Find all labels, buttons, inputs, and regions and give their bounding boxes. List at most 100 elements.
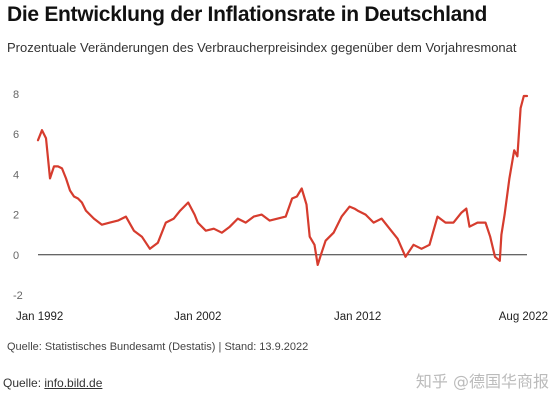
data-point <box>500 234 503 236</box>
data-point <box>194 214 196 216</box>
data-point <box>57 165 59 167</box>
data-point <box>141 236 143 238</box>
data-point <box>117 220 119 222</box>
data-point <box>320 254 322 256</box>
data-point <box>499 260 501 262</box>
data-point <box>125 216 127 218</box>
source-credit: Quelle: info.bild.de <box>3 376 102 390</box>
source-prefix: Quelle: <box>3 376 45 390</box>
data-point <box>460 211 463 214</box>
data-point <box>213 228 215 230</box>
data-point <box>269 220 271 222</box>
data-point <box>85 209 87 212</box>
data-point <box>73 195 75 198</box>
data-point <box>325 240 327 242</box>
data-point <box>388 228 391 230</box>
data-point <box>173 218 175 220</box>
data-point <box>187 201 189 204</box>
chart-title: Die Entwicklung der Inflationsrate in De… <box>7 3 488 26</box>
data-point <box>93 218 95 220</box>
data-point <box>291 197 293 200</box>
data-point <box>309 236 311 238</box>
data-point <box>237 218 239 220</box>
data-point <box>516 155 519 157</box>
data-point <box>61 167 63 169</box>
x-tick-label: Jan 2012 <box>334 311 381 323</box>
data-point <box>205 230 207 232</box>
data-point <box>65 177 67 180</box>
data-point <box>317 264 319 266</box>
data-point <box>245 222 247 224</box>
chart-subtitle: Prozentuale Veränderungen des Verbrauche… <box>7 40 517 55</box>
data-point <box>49 177 51 180</box>
data-point <box>333 232 335 234</box>
data-point <box>313 244 316 246</box>
data-point <box>380 218 383 220</box>
data-point <box>165 222 167 224</box>
data-point <box>520 107 522 109</box>
data-point <box>484 222 487 224</box>
data-point <box>489 236 491 238</box>
y-tick-label: 2 <box>13 210 19 222</box>
data-point <box>221 232 223 234</box>
data-point <box>109 222 111 224</box>
series-line <box>36 94 529 266</box>
source-link[interactable]: info.bild.de <box>44 376 103 390</box>
source-note: Quelle: Statistisches Bundesamt (Destati… <box>7 341 309 353</box>
data-point <box>465 207 467 210</box>
data-point <box>69 189 71 192</box>
y-tick-label: 4 <box>13 169 19 181</box>
data-point <box>412 244 415 246</box>
data-point <box>428 244 431 246</box>
data-point <box>261 214 263 216</box>
data-point <box>476 222 479 224</box>
data-point <box>436 216 439 218</box>
data-point <box>157 242 159 244</box>
data-point <box>296 195 298 198</box>
data-point <box>357 209 359 212</box>
y-tick-label: -2 <box>13 290 23 302</box>
data-point <box>81 201 83 204</box>
data-point <box>285 216 287 218</box>
data-point <box>253 216 255 218</box>
x-tick-label: Jan 2002 <box>174 311 221 323</box>
x-tick-label: Aug 2022 <box>499 311 548 323</box>
data-point <box>444 222 447 224</box>
data-point <box>372 222 375 224</box>
data-point <box>45 137 47 139</box>
data-point <box>37 139 39 141</box>
data-point <box>349 205 351 208</box>
data-point <box>277 218 279 220</box>
data-point <box>197 222 199 224</box>
y-tick-label: 0 <box>13 250 19 262</box>
data-point <box>364 214 367 216</box>
data-point <box>504 214 506 216</box>
watermark: 知乎 @德国华商报 <box>415 372 549 391</box>
data-point <box>526 95 528 97</box>
data-point <box>396 238 399 240</box>
x-tick-label: Jan 1992 <box>16 311 63 323</box>
data-point <box>353 207 356 210</box>
data-point <box>77 197 79 200</box>
y-tick-label: 8 <box>13 89 19 101</box>
data-point <box>305 203 308 206</box>
data-point <box>468 226 471 228</box>
data-point <box>53 165 55 167</box>
data-point <box>149 248 151 250</box>
data-point <box>179 209 181 212</box>
data-point <box>404 256 407 258</box>
data-point <box>101 224 103 226</box>
y-tick-label: 6 <box>13 129 19 141</box>
data-point <box>420 248 423 250</box>
data-point <box>523 95 525 97</box>
data-point <box>452 222 455 224</box>
data-point <box>41 129 43 131</box>
data-point <box>341 216 343 218</box>
data-point <box>513 149 515 151</box>
data-point <box>494 256 496 258</box>
data-point <box>508 177 511 180</box>
data-point <box>301 187 303 190</box>
data-point <box>133 230 135 232</box>
data-point <box>229 226 231 228</box>
